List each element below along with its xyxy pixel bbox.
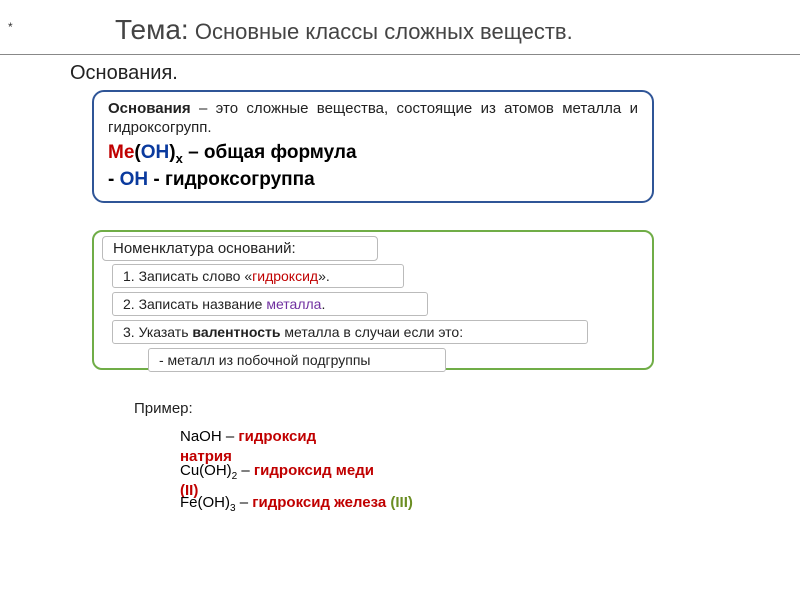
naming-step-4: - металл из побочной подгруппы bbox=[148, 348, 446, 372]
topic-label: Тема: bbox=[115, 14, 189, 45]
formula-dash: – bbox=[183, 142, 204, 163]
ex2-dash: – bbox=[237, 462, 254, 479]
naming-step-3: 3. Указать валентность металла в случаи … bbox=[112, 320, 588, 344]
step2-pre: 2. Записать название bbox=[123, 296, 266, 312]
example-2: Cu(OH)2 – гидроксид меди bbox=[180, 462, 374, 482]
formula-oh: ОН bbox=[141, 142, 170, 163]
hydroxo-line: - ОН - гидроксогруппа bbox=[108, 169, 638, 191]
oh-dash: - bbox=[108, 169, 120, 190]
ex2-formula: Cu(OH) bbox=[180, 462, 232, 479]
example-1: NaOH – гидроксид bbox=[180, 428, 316, 445]
ex1-dash: – bbox=[222, 428, 239, 445]
step2-post: . bbox=[321, 296, 325, 312]
ex3-valence: (III) bbox=[390, 494, 413, 511]
ex1-name1: гидроксид bbox=[238, 428, 316, 445]
step3-post: металла в случаи если это: bbox=[280, 324, 463, 340]
naming-step-2: 2. Записать название металла. bbox=[112, 292, 428, 316]
general-formula-line: Ме(ОН)x – общая формула bbox=[108, 142, 638, 166]
ex3-formula: Fe(OH) bbox=[180, 494, 230, 511]
definition-text: Основания – это сложные вещества, состоя… bbox=[108, 100, 638, 138]
section-subheader: Основания. bbox=[70, 62, 178, 85]
ex2-name: гидроксид меди bbox=[254, 462, 374, 479]
oh-text: ОН bbox=[120, 169, 149, 190]
step1-highlight: гидроксид bbox=[252, 268, 318, 284]
ex1-formula: NaOH bbox=[180, 428, 222, 445]
example-label: Пример: bbox=[134, 400, 193, 417]
step3-bold: валентность bbox=[192, 324, 280, 340]
definition-box: Основания – это сложные вещества, состоя… bbox=[92, 90, 654, 203]
definition-term: Основания bbox=[108, 100, 191, 117]
step1-pre: 1. Записать слово « bbox=[123, 268, 252, 284]
title-divider bbox=[0, 54, 800, 55]
example-3: Fe(OH)3 – гидроксид железа (III) bbox=[180, 494, 413, 514]
naming-title: Номенклатура оснований: bbox=[102, 236, 378, 261]
step2-highlight: металла bbox=[266, 296, 321, 312]
formula-label: общая формула bbox=[204, 142, 357, 163]
naming-step-1: 1. Записать слово «гидроксид». bbox=[112, 264, 404, 288]
oh-label: гидроксогруппа bbox=[165, 169, 315, 190]
step3-pre: 3. Указать bbox=[123, 324, 192, 340]
slide-title: Тема: Основные классы сложных веществ. bbox=[115, 14, 573, 46]
formula-me: Ме bbox=[108, 142, 134, 163]
formula-x: x bbox=[176, 150, 183, 165]
ex3-dash: – bbox=[236, 494, 253, 511]
ex3-name: гидроксид железа bbox=[252, 494, 390, 511]
topic-text: Основные классы сложных веществ. bbox=[189, 19, 573, 44]
oh-dash2: - bbox=[148, 169, 165, 190]
asterisk-mark: * bbox=[8, 20, 13, 34]
step1-post: ». bbox=[318, 268, 330, 284]
